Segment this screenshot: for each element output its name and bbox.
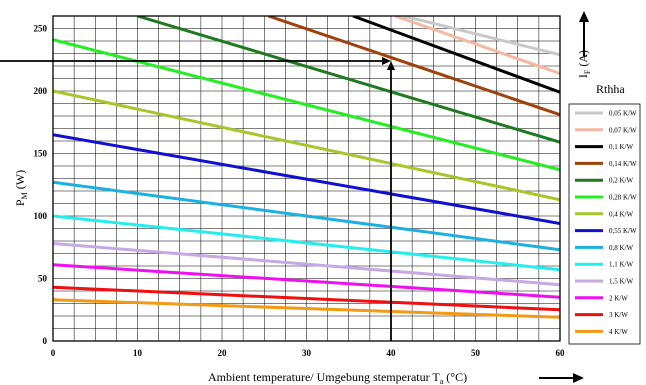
series-line-12 bbox=[53, 285, 560, 312]
legend-label: 0,28 K/W bbox=[609, 194, 637, 202]
series-line-11 bbox=[53, 263, 560, 299]
series-lines bbox=[53, 16, 560, 319]
x-tick-label: 30 bbox=[302, 348, 312, 358]
x-tick-label: 10 bbox=[133, 348, 143, 358]
series-line-1 bbox=[394, 16, 560, 75]
series-line-9 bbox=[53, 214, 560, 272]
x-tick-label: 60 bbox=[556, 348, 566, 358]
legend-label: 0,14 K/W bbox=[609, 160, 637, 168]
y-tick-label: 250 bbox=[34, 24, 48, 34]
series-line-6 bbox=[53, 89, 560, 202]
x-tick-label: 20 bbox=[218, 348, 228, 358]
y-tick-label: 50 bbox=[38, 274, 48, 284]
legend-label: 0,4 K/W bbox=[609, 210, 634, 218]
legend-label: 3 K/W bbox=[609, 311, 628, 319]
y-tick-label: 150 bbox=[34, 149, 48, 159]
legend-label: 0,05 K/W bbox=[609, 110, 637, 118]
legend-label: 1,1 K/W bbox=[609, 261, 634, 269]
x-tick-label: 50 bbox=[471, 348, 481, 358]
legend-label: 4 K/W bbox=[609, 328, 628, 336]
x-tick-label: 40 bbox=[387, 348, 397, 358]
right-axis-label: IF (A) bbox=[576, 50, 592, 78]
legend-label: 0,8 K/W bbox=[609, 244, 634, 252]
legend-title: Rthha bbox=[596, 82, 625, 96]
y-tick-label: 100 bbox=[34, 211, 48, 221]
legend-label: 1,5 K/W bbox=[609, 278, 634, 286]
y-tick-label: 0 bbox=[43, 336, 48, 346]
series-line-3 bbox=[267, 16, 560, 117]
annotation-arrow-up-icon bbox=[387, 61, 395, 70]
series-line-7 bbox=[53, 133, 560, 225]
y-axis-label: PM (W) bbox=[13, 170, 29, 206]
legend-label: 2 K/W bbox=[609, 294, 628, 302]
series-line-4 bbox=[137, 16, 560, 144]
right-axis-arrow-icon bbox=[579, 11, 589, 56]
y-tick-label: 200 bbox=[34, 86, 48, 96]
plot-frame bbox=[52, 15, 561, 342]
annotation-arrow-right-icon bbox=[382, 57, 391, 65]
legend-frame bbox=[568, 103, 641, 345]
series-line-10 bbox=[53, 242, 560, 287]
series-line-13 bbox=[53, 298, 560, 319]
series-line-2 bbox=[352, 16, 560, 94]
legend: 0,05 K/W 0,07 K/W 0,1 K/W 0,14 K/W 0,2 K/W 0,… bbox=[575, 110, 637, 336]
legend-label: 0,1 K/W bbox=[609, 143, 634, 151]
x-axis-label: Ambient temperature/ Umgebung stemperatu… bbox=[208, 370, 467, 385]
series-line-0 bbox=[403, 16, 560, 57]
axis-ticks: 0 10 20 30 40 50 60 0 50 100 150 200 250 bbox=[34, 24, 566, 359]
x-axis-arrow-icon bbox=[539, 373, 584, 383]
x-tick-label: 0 bbox=[51, 348, 56, 358]
legend-label: 0,55 K/W bbox=[609, 227, 637, 235]
legend-label: 0,07 K/W bbox=[609, 126, 637, 134]
annotation bbox=[0, 57, 395, 341]
legend-label: 0,2 K/W bbox=[609, 177, 634, 185]
series-line-8 bbox=[53, 180, 560, 252]
